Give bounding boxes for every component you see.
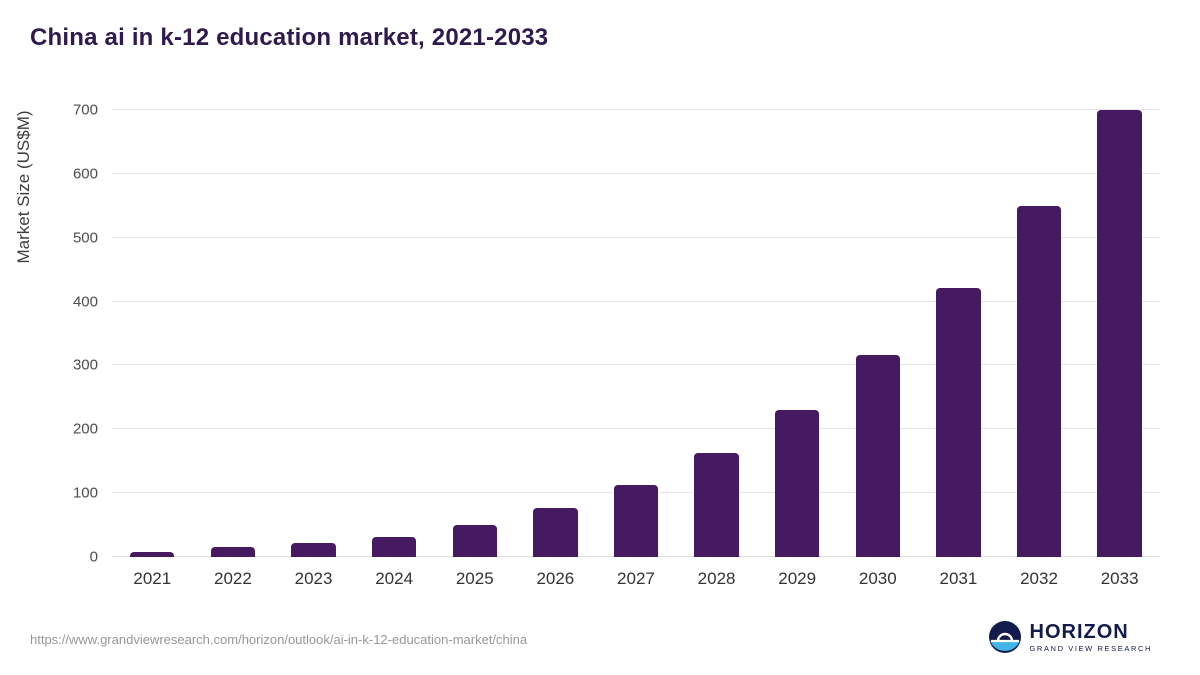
x-tick-label-2024: 2024 xyxy=(375,569,414,588)
bar-column xyxy=(354,110,435,557)
bar-column xyxy=(434,110,515,557)
bar-2025 xyxy=(452,525,497,557)
x-tick-label-2026: 2026 xyxy=(536,569,575,588)
bar-2030 xyxy=(855,354,900,557)
bar-2021 xyxy=(130,551,175,557)
bar-column xyxy=(918,110,999,557)
bar-2031 xyxy=(936,287,981,557)
source-url: https://www.grandviewresearch.com/horizo… xyxy=(30,632,528,647)
x-tick-label-2030: 2030 xyxy=(858,569,897,588)
bar-2023 xyxy=(291,542,336,557)
horizon-logo-icon xyxy=(988,621,1021,653)
gridline-y-700 xyxy=(112,109,1160,110)
x-tick-label-2032: 2032 xyxy=(1020,569,1058,588)
bar-column xyxy=(757,110,838,557)
gridline-y-500 xyxy=(112,236,1160,238)
y-tick-label: 600 xyxy=(72,165,98,183)
y-tick-label: 100 xyxy=(72,484,98,502)
x-tick-label-2031: 2031 xyxy=(939,569,978,588)
bar-column xyxy=(112,110,193,557)
x-tick-label-2022: 2022 xyxy=(214,569,252,588)
chart-title: China ai in k-12 education market, 2021-… xyxy=(30,24,549,51)
bar-2028 xyxy=(694,452,739,557)
y-tick-label: 300 xyxy=(72,356,98,374)
bar-column xyxy=(837,110,918,557)
bar-2029 xyxy=(775,410,820,557)
y-tick-label: 200 xyxy=(72,420,98,438)
bar-2026 xyxy=(533,508,578,557)
x-tick-label-2027: 2027 xyxy=(617,569,655,588)
x-axis-tick-labels: 2021 2022 2023 2024 2025 2026 2027 2028 2029 2030… xyxy=(112,569,1160,589)
bar-2033 xyxy=(1097,110,1142,557)
bar-column xyxy=(515,110,596,557)
x-tick-label-2033: 2033 xyxy=(1100,569,1139,588)
x-tick-label-2021: 2021 xyxy=(133,569,172,588)
horizon-logo-subtitle: GRAND VIEW RESEARCH xyxy=(1029,643,1152,653)
y-tick-label: 700 xyxy=(72,101,98,119)
plot-area: 0 100 200 300 400 500 600 700 2021 2022 2023 2024 2… xyxy=(73,102,1160,588)
bar-column xyxy=(596,110,677,557)
bar-column xyxy=(676,110,757,557)
bar-column xyxy=(193,110,274,557)
y-tick-label: 400 xyxy=(72,293,98,311)
bar-column xyxy=(999,110,1080,557)
horizon-logo: HORIZON GRAND VIEW RESEARCH xyxy=(988,621,1153,653)
x-tick-label-2023: 2023 xyxy=(294,569,333,588)
bar-2024 xyxy=(371,536,417,557)
gridline-y-300 xyxy=(112,364,1160,366)
bar-2027 xyxy=(613,484,659,557)
y-tick-label: 500 xyxy=(72,229,98,247)
gridline-y-400 xyxy=(112,300,1160,302)
y-axis-label: Market Size (US$M) xyxy=(14,110,33,264)
y-tick-label: 0 xyxy=(89,548,98,566)
bar-column xyxy=(273,110,354,557)
bars-layer xyxy=(112,110,1160,557)
gridline-y-200 xyxy=(112,428,1160,430)
gridline-y-600 xyxy=(112,172,1160,174)
horizon-logo-title: HORIZON xyxy=(1029,620,1129,643)
bar-column xyxy=(1079,110,1160,557)
x-tick-label-2029: 2029 xyxy=(778,569,817,588)
x-tick-label-2028: 2028 xyxy=(697,569,736,588)
bar-2022 xyxy=(210,547,256,557)
horizon-logo-text: HORIZON GRAND VIEW RESEARCH xyxy=(1030,622,1153,653)
x-tick-label-2025: 2025 xyxy=(455,569,494,588)
bar-2032 xyxy=(1016,205,1062,557)
